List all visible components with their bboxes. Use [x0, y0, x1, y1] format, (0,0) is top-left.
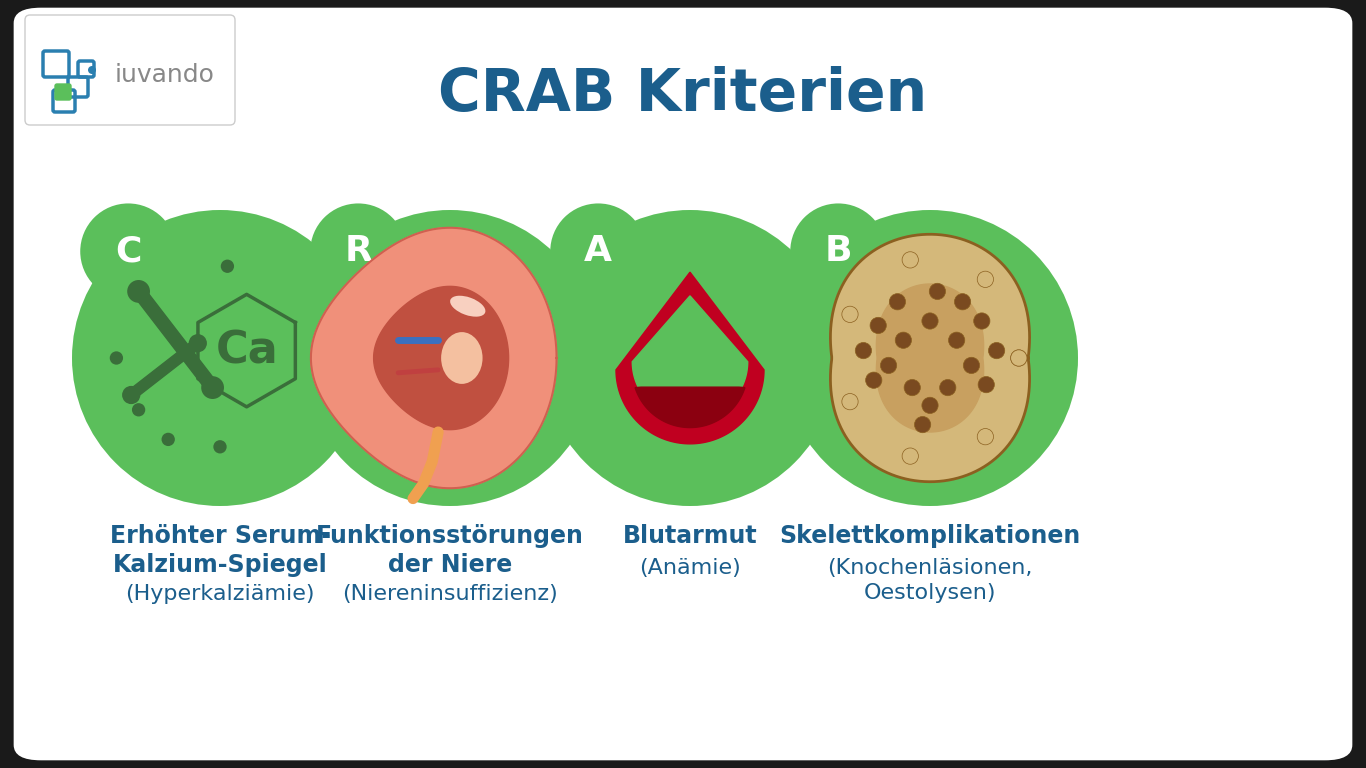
- Circle shape: [550, 204, 646, 300]
- Circle shape: [201, 376, 224, 399]
- Text: Funktionsstörungen
der Niere: Funktionsstörungen der Niere: [316, 524, 583, 577]
- Circle shape: [929, 283, 945, 300]
- Circle shape: [72, 210, 367, 506]
- Circle shape: [922, 397, 938, 413]
- Circle shape: [955, 293, 971, 310]
- Circle shape: [122, 386, 141, 404]
- Polygon shape: [134, 287, 217, 392]
- Ellipse shape: [451, 296, 485, 316]
- Circle shape: [87, 66, 96, 74]
- Circle shape: [904, 379, 921, 396]
- Polygon shape: [374, 286, 508, 429]
- Circle shape: [948, 332, 964, 349]
- Text: A: A: [585, 234, 612, 269]
- Circle shape: [989, 343, 1005, 359]
- Circle shape: [841, 393, 858, 410]
- Text: CRAB Kriterien: CRAB Kriterien: [438, 67, 928, 124]
- Circle shape: [922, 313, 938, 329]
- Circle shape: [542, 210, 837, 506]
- Circle shape: [914, 416, 930, 432]
- Circle shape: [881, 357, 896, 373]
- Circle shape: [940, 379, 956, 396]
- FancyBboxPatch shape: [25, 15, 235, 125]
- Text: iuvando: iuvando: [115, 63, 214, 87]
- Text: R: R: [344, 234, 372, 269]
- Circle shape: [902, 252, 918, 268]
- Text: Blutarmut: Blutarmut: [623, 524, 757, 548]
- Circle shape: [963, 357, 979, 373]
- Circle shape: [841, 306, 858, 323]
- Polygon shape: [311, 228, 556, 488]
- Circle shape: [977, 271, 993, 287]
- Circle shape: [302, 210, 598, 506]
- Circle shape: [127, 280, 150, 303]
- Circle shape: [221, 260, 234, 273]
- Circle shape: [977, 429, 993, 445]
- Circle shape: [866, 372, 882, 389]
- Polygon shape: [128, 339, 201, 399]
- Circle shape: [213, 440, 227, 453]
- Text: Ca: Ca: [216, 329, 279, 372]
- Text: B: B: [825, 234, 852, 269]
- FancyBboxPatch shape: [55, 84, 71, 100]
- Text: C: C: [115, 234, 142, 269]
- Circle shape: [310, 204, 406, 300]
- Circle shape: [109, 351, 123, 365]
- Text: (Niereninsuffizienz): (Niereninsuffizienz): [342, 584, 557, 604]
- Circle shape: [791, 204, 887, 300]
- Circle shape: [781, 210, 1078, 506]
- Circle shape: [133, 403, 145, 416]
- Polygon shape: [831, 234, 1030, 482]
- Text: Skelettkomplikationen: Skelettkomplikationen: [780, 524, 1081, 548]
- Circle shape: [1011, 350, 1027, 366]
- Polygon shape: [635, 387, 744, 428]
- Text: Erhöhter Serum-
Kalzium-Spiegel: Erhöhter Serum- Kalzium-Spiegel: [109, 524, 331, 577]
- Circle shape: [855, 343, 872, 359]
- Circle shape: [870, 317, 887, 333]
- Circle shape: [161, 432, 175, 446]
- Polygon shape: [877, 284, 984, 432]
- Text: (Anämie): (Anämie): [639, 558, 740, 578]
- Text: (Knochenläsionen,
Oestolysen): (Knochenläsionen, Oestolysen): [828, 558, 1033, 603]
- Circle shape: [189, 334, 206, 353]
- Circle shape: [978, 376, 994, 392]
- Polygon shape: [632, 296, 747, 419]
- Circle shape: [81, 204, 176, 300]
- Circle shape: [902, 448, 918, 465]
- Circle shape: [1011, 350, 1027, 366]
- Circle shape: [889, 293, 906, 310]
- Ellipse shape: [441, 332, 482, 384]
- Circle shape: [974, 313, 990, 329]
- Polygon shape: [616, 272, 764, 444]
- Text: (Hyperkalziämie): (Hyperkalziämie): [126, 584, 314, 604]
- Circle shape: [895, 332, 911, 349]
